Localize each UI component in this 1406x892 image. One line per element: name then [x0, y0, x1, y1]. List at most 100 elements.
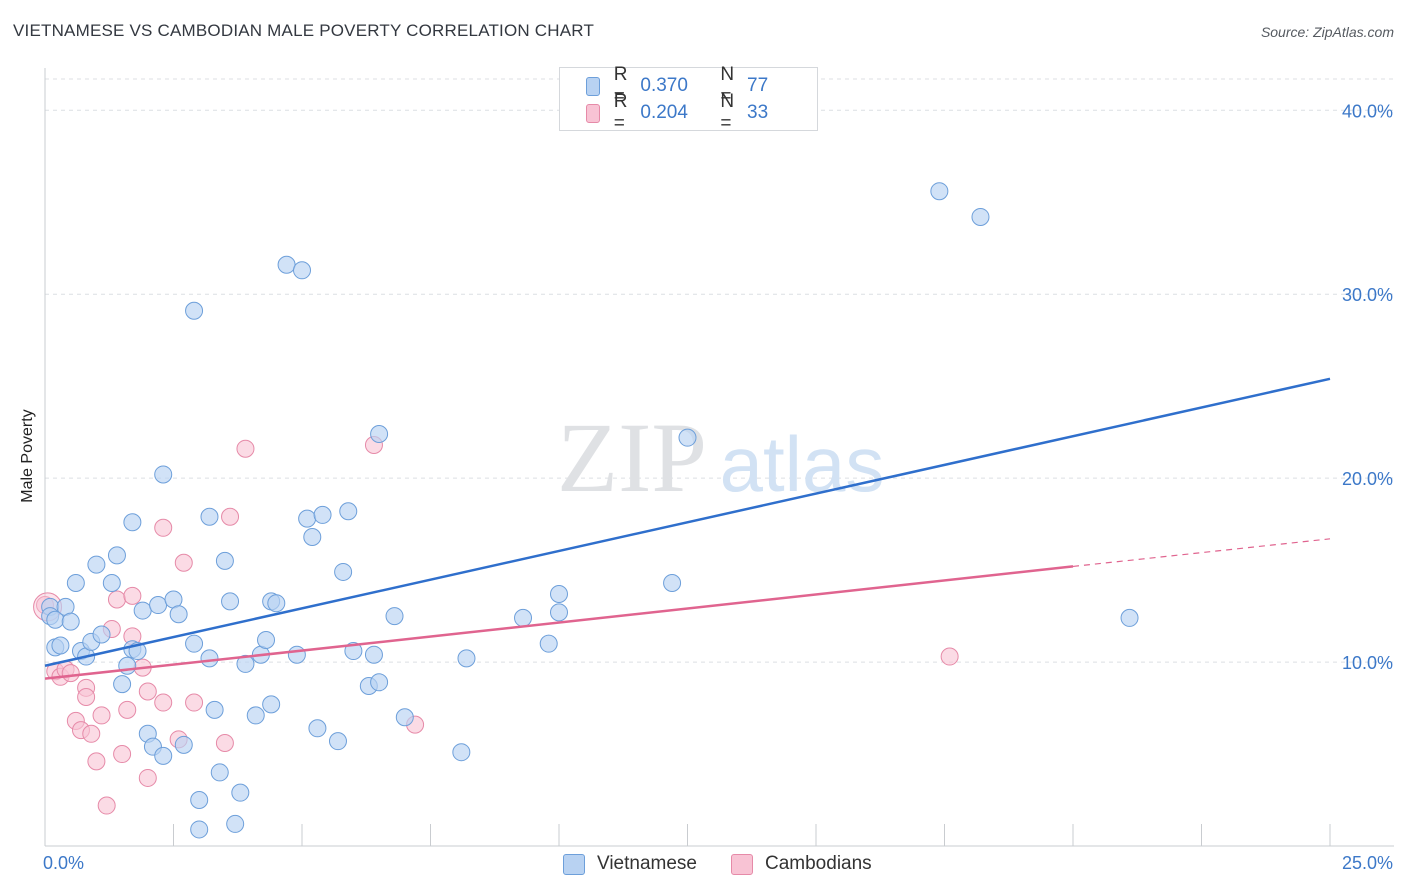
bottom-legend-vietnamese: Vietnamese [563, 851, 697, 877]
cambodians-point [82, 724, 101, 743]
vietnamese-point [154, 746, 173, 765]
gridlines [45, 78, 1394, 663]
watermark-atlas: atlas [720, 420, 885, 508]
vietnamese-point [452, 743, 471, 762]
cambodians-point [61, 664, 80, 683]
legend-r-label: R = [613, 91, 628, 134]
vietnamese-point [334, 562, 353, 581]
vietnamese-point [385, 607, 404, 626]
vietnamese-point [149, 596, 168, 615]
vietnamese-point [154, 465, 173, 484]
cambodians-point [940, 647, 959, 666]
vietnamese-point [678, 428, 697, 447]
cambodians-point [138, 768, 157, 787]
vietnamese-point [200, 649, 219, 668]
x-tick-label: 0.0% [43, 853, 84, 873]
cambodians-point [154, 693, 173, 712]
axes [44, 68, 1394, 847]
vietnamese-trend-line [44, 377, 1331, 667]
cambodians-point [185, 693, 204, 712]
cambodians-trend-line [44, 565, 1074, 680]
cambodians-point [174, 553, 193, 572]
vietnamese-point [174, 735, 193, 754]
vietnamese-point [303, 527, 322, 546]
vietnamese-point [169, 605, 188, 624]
cambodians-point [113, 745, 132, 764]
legend-swatch-vietnamese [586, 76, 600, 96]
cambodians-point [97, 796, 116, 815]
vietnamese-point [395, 708, 414, 727]
vietnamese-point [1120, 608, 1139, 627]
vietnamese-point [92, 625, 111, 644]
x-tick-label: 25.0% [1342, 853, 1393, 873]
y-tick-label: 20.0% [1342, 469, 1393, 489]
correlation-legend: R = 0.370 N = 77 R = 0.204 N = 33 [559, 64, 818, 134]
vietnamese-point [87, 555, 106, 574]
legend-row-vietnamese: R = 0.370 N = 77 [586, 64, 817, 107]
vietnamese-point [550, 603, 568, 622]
vietnamese-points [41, 182, 1139, 839]
vietnamese-point [185, 634, 204, 653]
chart-title: VIETNAMESE VS CAMBODIAN MALE POVERTY COR… [13, 21, 595, 40]
vietnamese-point [277, 255, 296, 274]
vietnamese-point [118, 656, 137, 675]
cambodians-point [123, 586, 142, 605]
vietnamese-point [190, 820, 209, 839]
vietnamese-point [236, 654, 255, 673]
vietnamese-point [971, 207, 990, 226]
vietnamese-point [328, 732, 347, 751]
vietnamese-point [539, 634, 558, 653]
legend-n-label: N = [720, 91, 735, 134]
legend-n-label: N = [720, 64, 735, 107]
cambodians-point [154, 518, 173, 537]
vietnamese-point [663, 573, 682, 592]
legend-row-cambodians: R = 0.204 N = 33 [586, 91, 817, 134]
vietnamese-point [200, 507, 219, 526]
cambodians-point [215, 733, 234, 752]
vietnamese-point [123, 513, 142, 532]
cambodians-point [92, 706, 111, 725]
bottom-legend-cambodians: Cambodians [731, 851, 872, 877]
y-tick-label: 40.0% [1342, 101, 1393, 121]
bottom-legend-label-cambodians: Cambodians [765, 853, 872, 874]
vietnamese-point [457, 649, 476, 668]
vietnamese-point [267, 594, 286, 613]
vietnamese-point [231, 783, 250, 802]
vietnamese-point [210, 763, 229, 782]
trend-lines [44, 377, 1331, 680]
cambodians-point [107, 590, 126, 609]
cambodians-point [221, 507, 240, 526]
y-tick-label: 30.0% [1342, 285, 1393, 305]
vietnamese-point [61, 612, 80, 631]
y-tick-label: 10.0% [1342, 653, 1393, 673]
cambodians-point [236, 439, 255, 458]
vietnamese-point [205, 700, 224, 719]
vietnamese-point [107, 546, 126, 565]
legend-swatch-cambodians [586, 103, 600, 123]
vietnamese-point [339, 502, 358, 521]
bottom-legend-swatch-cambodians [731, 853, 753, 875]
vietnamese-point [226, 814, 245, 833]
tick-labels: 10.0% 20.0% 30.0% 40.0% 0.0% 25.0% [43, 101, 1393, 873]
vietnamese-point [190, 791, 209, 810]
vietnamese-point [550, 585, 568, 604]
source-label: Source: ZipAtlas.com [1260, 24, 1394, 40]
vietnamese-point [308, 719, 327, 738]
cambodians-trend-extension [1072, 538, 1331, 568]
legend-n-value: 33 [747, 102, 769, 123]
vietnamese-point [102, 573, 121, 592]
bottom-legend-label-vietnamese: Vietnamese [597, 853, 697, 874]
vietnamese-point [66, 573, 85, 592]
vietnamese-point [370, 424, 389, 443]
vietnamese-point [930, 182, 949, 201]
watermark-zip: ZIP [557, 402, 707, 513]
bottom-legend-swatch-vietnamese [563, 853, 585, 875]
vietnamese-point [221, 592, 240, 611]
vietnamese-point [298, 509, 317, 528]
vietnamese-point [51, 636, 70, 655]
legend-r-value: 0.370 [640, 75, 688, 96]
vietnamese-point [364, 645, 383, 664]
vietnamese-point [257, 630, 276, 649]
watermark: ZIP atlas [557, 402, 884, 513]
